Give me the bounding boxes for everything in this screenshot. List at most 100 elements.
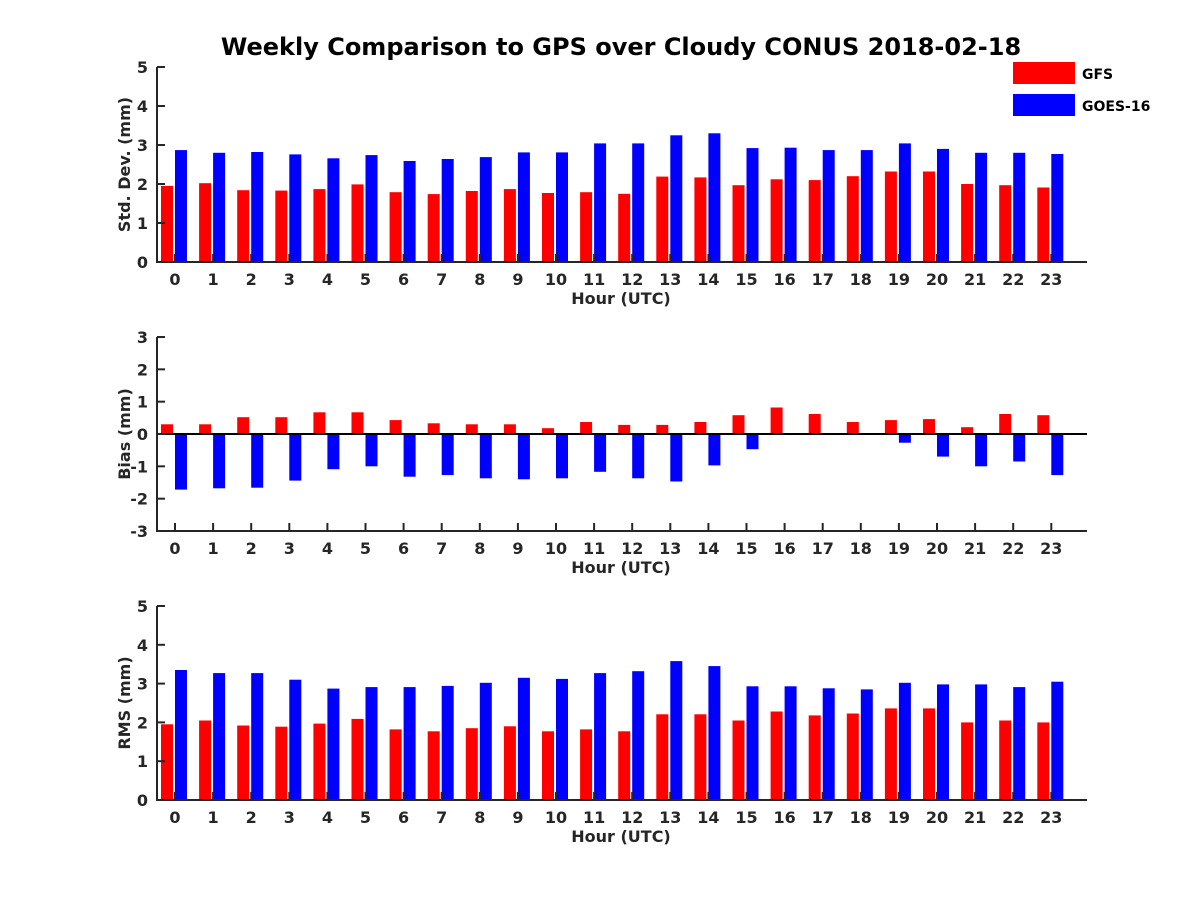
bar-bias-goes16-4 (327, 434, 340, 470)
x-tick-label-stddev-4: 4 (322, 270, 333, 289)
bar-stddev-gfs-7 (427, 194, 440, 262)
bar-rms-goes16-6 (403, 687, 416, 800)
bar-stddev-gfs-6 (389, 192, 402, 262)
x-tick-label-bias-3: 3 (284, 539, 295, 558)
bar-bias-goes16-10 (556, 434, 568, 479)
x-tick-label-stddev-12: 12 (621, 270, 643, 289)
x-tick-label-rms-10: 10 (545, 808, 567, 827)
bar-bias-gfs-1 (199, 424, 212, 434)
bar-rms-gfs-20 (923, 708, 935, 800)
x-tick-label-stddev-11: 11 (583, 270, 605, 289)
bar-bias-gfs-7 (427, 423, 440, 434)
bar-stddev-goes16-20 (937, 148, 949, 262)
bar-rms-gfs-7 (427, 731, 440, 800)
bar-stddev-gfs-16 (770, 179, 783, 262)
bar-stddev-goes16-21 (975, 152, 988, 262)
bar-bias-goes16-13 (670, 434, 683, 482)
bar-bias-goes16-23 (1051, 434, 1064, 476)
bar-bias-gfs-3 (275, 417, 288, 434)
y-tick-label-stddev-4: 4 (137, 97, 148, 116)
bar-stddev-goes16-23 (1051, 154, 1064, 262)
x-tick-label-rms-19: 19 (888, 808, 910, 827)
bar-stddev-gfs-19 (884, 171, 897, 262)
bar-stddev-gfs-15 (732, 185, 745, 262)
bar-rms-gfs-11 (580, 729, 593, 800)
series-gfs (161, 407, 1050, 434)
x-tick-label-rms-0: 0 (169, 808, 180, 827)
bar-stddev-gfs-4 (313, 189, 326, 262)
bar-stddev-goes16-16 (784, 147, 797, 262)
y-tick-label-rms-2: 2 (137, 713, 148, 732)
x-tick-label-bias-11: 11 (583, 539, 605, 558)
bar-rms-goes16-22 (1013, 687, 1026, 800)
x-tick-label-bias-21: 21 (964, 539, 986, 558)
bar-stddev-goes16-18 (860, 150, 873, 262)
x-tick-label-bias-8: 8 (474, 539, 485, 558)
bar-rms-goes16-18 (860, 689, 873, 800)
bar-stddev-gfs-12 (618, 193, 631, 263)
bar-bias-goes16-19 (898, 434, 911, 443)
x-tick-label-rms-18: 18 (850, 808, 872, 827)
bar-rms-gfs-23 (1037, 722, 1050, 800)
x-axis-label-stddev: Hour (UTC) (571, 289, 671, 308)
bar-bias-gfs-19 (884, 420, 897, 434)
y-tick-label-stddev-2: 2 (137, 175, 148, 194)
bar-rms-gfs-3 (275, 726, 288, 800)
bar-stddev-goes16-6 (403, 161, 416, 262)
x-tick-label-bias-6: 6 (398, 539, 409, 558)
bar-stddev-gfs-10 (542, 193, 554, 262)
bar-rms-gfs-16 (770, 711, 783, 800)
bar-bias-goes16-20 (937, 434, 949, 457)
y-tick-label-bias-1: 1 (137, 393, 148, 412)
x-tick-label-bias-14: 14 (697, 539, 719, 558)
bar-stddev-goes16-9 (517, 152, 530, 262)
bar-bias-gfs-12 (618, 424, 631, 434)
bar-bias-goes16-14 (708, 434, 721, 466)
x-tick-label-rms-17: 17 (812, 808, 834, 827)
x-tick-label-stddev-3: 3 (284, 270, 295, 289)
bar-stddev-gfs-11 (580, 192, 593, 262)
bar-stddev-goes16-15 (746, 148, 759, 262)
bar-bias-gfs-18 (846, 422, 859, 434)
y-tick-label-bias-0: 0 (137, 425, 148, 444)
bar-stddev-gfs-18 (846, 176, 859, 262)
bar-stddev-gfs-20 (923, 171, 935, 262)
bar-rms-gfs-4 (313, 723, 326, 800)
bar-bias-goes16-21 (975, 434, 988, 467)
y-tick-label-rms-3: 3 (137, 675, 148, 694)
bar-stddev-gfs-14 (694, 177, 707, 262)
x-tick-label-bias-12: 12 (621, 539, 643, 558)
x-tick-label-stddev-18: 18 (850, 270, 872, 289)
bar-bias-gfs-6 (389, 420, 402, 434)
bar-stddev-goes16-3 (289, 154, 302, 262)
bar-stddev-goes16-11 (594, 143, 607, 262)
bar-stddev-goes16-1 (213, 152, 226, 262)
x-tick-label-bias-0: 0 (169, 539, 180, 558)
x-tick-label-rms-21: 21 (964, 808, 986, 827)
bar-bias-goes16-7 (441, 434, 454, 476)
x-tick-label-stddev-6: 6 (398, 270, 409, 289)
bar-rms-goes16-20 (937, 684, 949, 800)
bar-bias-gfs-14 (694, 422, 707, 434)
bar-bias-goes16-0 (175, 434, 187, 490)
y-tick-label-stddev-3: 3 (137, 136, 148, 155)
x-tick-label-rms-20: 20 (926, 808, 948, 827)
bar-rms-goes16-7 (441, 685, 454, 800)
x-tick-label-bias-1: 1 (208, 539, 219, 558)
y-tick-label-stddev-0: 0 (137, 253, 148, 272)
bar-stddev-gfs-21 (961, 184, 974, 262)
x-tick-label-rms-13: 13 (659, 808, 681, 827)
legend-swatch-gfs (1013, 62, 1075, 84)
x-tick-label-stddev-17: 17 (812, 270, 834, 289)
y-axis-label-bias: Bias (mm) (115, 388, 134, 480)
bar-rms-gfs-22 (999, 720, 1012, 800)
bar-rms-goes16-10 (556, 678, 568, 800)
y-tick-label-bias--3: -3 (130, 522, 148, 541)
bar-bias-goes16-8 (479, 434, 492, 479)
bar-stddev-gfs-5 (351, 184, 364, 262)
bar-bias-gfs-17 (808, 414, 821, 434)
x-tick-label-rms-11: 11 (583, 808, 605, 827)
bar-rms-gfs-21 (961, 722, 974, 800)
